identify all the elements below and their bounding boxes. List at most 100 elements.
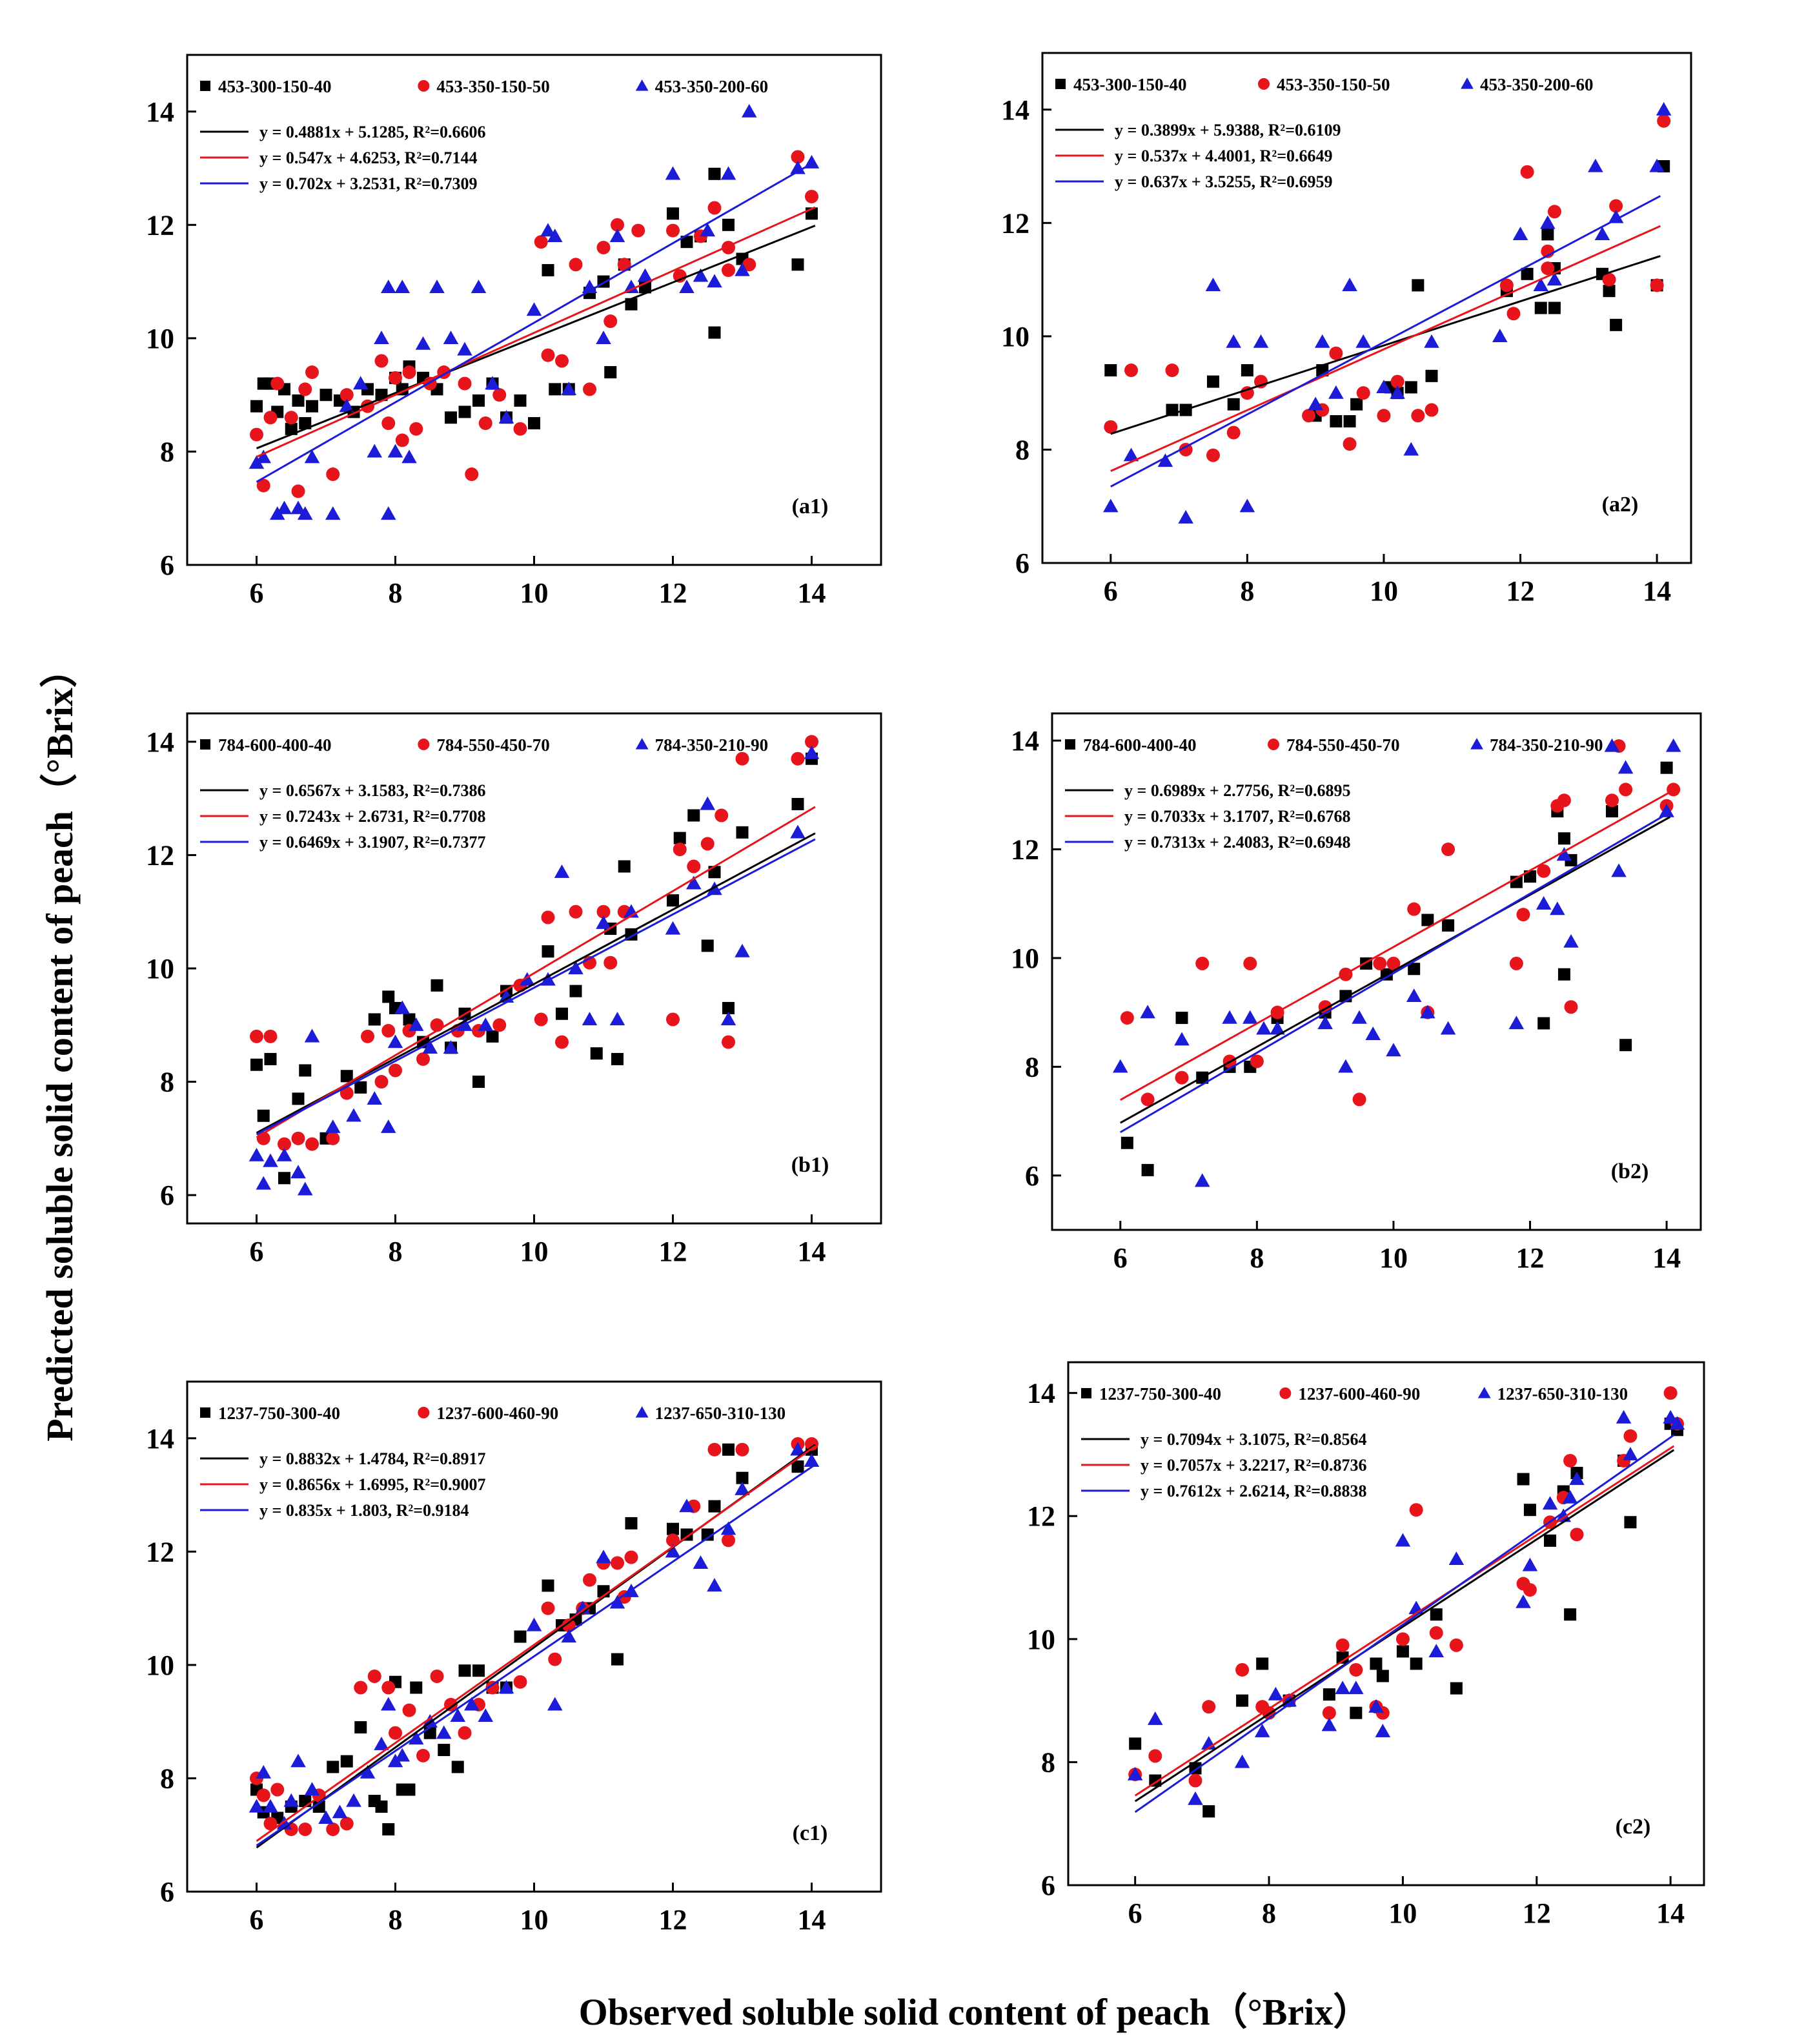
data-point-square-series-1 [722, 1001, 735, 1014]
data-point-square-series-1 [1557, 832, 1570, 845]
data-point-triangle-series-3 [450, 1708, 466, 1722]
data-point-triangle-series-3 [790, 160, 806, 174]
data-point-triangle-series-3 [1386, 1043, 1401, 1057]
data-point-triangle-series-3 [1608, 209, 1624, 223]
y-tick-label: 6 [160, 1180, 174, 1211]
data-point-triangle-series-3 [1348, 1681, 1364, 1695]
data-point-circle-series-2 [1202, 1700, 1216, 1714]
data-point-circle-series-2 [1499, 278, 1514, 292]
data-point-square-series-1 [1350, 398, 1363, 411]
y-tick-label: 12 [1011, 834, 1039, 866]
data-point-circle-series-2 [263, 1817, 278, 1831]
data-point-square-series-1 [1537, 1017, 1550, 1030]
data-point-square-series-1 [791, 1460, 804, 1473]
x-tick-label: 14 [1652, 1242, 1681, 1274]
fit-equation: y = 0.702x + 3.2531, R²=0.7309 [259, 174, 478, 193]
data-point-triangle-series-3 [735, 1481, 750, 1495]
data-point-circle-series-2 [707, 201, 722, 215]
data-point-circle-series-2 [1124, 363, 1139, 378]
x-tick-label: 14 [1656, 1897, 1685, 1929]
data-point-triangle-series-3 [790, 824, 806, 839]
fit-equation: y = 0.547x + 4.6253, R²=0.7144 [259, 148, 478, 167]
data-point-triangle-series-3 [609, 229, 625, 243]
data-point-circle-series-2 [791, 751, 805, 766]
data-point-square-series-1 [1548, 301, 1561, 314]
data-point-triangle-series-3 [526, 1617, 542, 1631]
x-tick-label: 6 [250, 577, 264, 609]
data-point-circle-series-2 [722, 1035, 735, 1049]
data-point-square-series-1 [319, 389, 332, 402]
legend-marker-circle [1279, 1387, 1292, 1399]
legend-marker-circle [418, 739, 430, 750]
fit-equation: y = 0.7313x + 2.4083, R²=0.6948 [1124, 833, 1351, 852]
data-point-circle-series-2 [402, 365, 416, 380]
data-point-square-series-1 [542, 945, 554, 958]
data-point-circle-series-2 [1523, 1583, 1537, 1597]
legend-marker-square [1055, 79, 1066, 89]
x-tick-label: 10 [1370, 575, 1398, 607]
data-point-circle-series-2 [298, 1822, 312, 1836]
data-point-triangle-series-3 [387, 1034, 403, 1048]
data-point-circle-series-2 [1302, 409, 1316, 423]
data-point-square-series-1 [1605, 805, 1618, 818]
x-tick-label: 8 [389, 1904, 403, 1936]
data-point-circle-series-2 [1619, 782, 1633, 797]
data-point-square-series-1 [701, 939, 714, 952]
plot-frame [1051, 712, 1702, 1231]
data-point-circle-series-2 [805, 189, 818, 203]
data-point-triangle-series-3 [1659, 803, 1674, 817]
data-point-triangle-series-3 [256, 1764, 272, 1779]
data-point-square-series-1 [542, 1579, 554, 1592]
data-point-triangle-series-3 [1616, 1409, 1632, 1424]
legend-marker-circle [418, 1407, 430, 1418]
data-point-triangle-series-3 [624, 280, 639, 294]
legend-marker-circle [1258, 78, 1270, 90]
data-point-circle-series-2 [603, 314, 618, 329]
legend-label: 784-550-450-70 [1286, 735, 1399, 755]
legend-label: 1237-600-460-90 [436, 1404, 558, 1423]
x-tick-label: 6 [1128, 1897, 1142, 1929]
data-point-triangle-series-3 [1550, 901, 1565, 915]
data-point-square-series-1 [791, 258, 804, 271]
data-point-triangle-series-3 [693, 1555, 709, 1569]
data-point-circle-series-2 [1429, 1626, 1443, 1640]
data-point-square-series-1 [1619, 1039, 1632, 1052]
data-point-triangle-series-3 [380, 1697, 396, 1711]
data-point-triangle-series-3 [526, 302, 542, 316]
data-point-circle-series-2 [534, 235, 548, 249]
data-point-circle-series-2 [541, 348, 555, 362]
data-point-triangle-series-3 [290, 500, 306, 515]
data-point-circle-series-2 [305, 1137, 319, 1151]
data-point-circle-series-2 [1407, 902, 1421, 916]
data-point-square-series-1 [1370, 1657, 1383, 1670]
data-point-circle-series-2 [326, 1131, 340, 1145]
data-point-square-series-1 [611, 1052, 624, 1065]
data-point-triangle-series-3 [1656, 101, 1672, 116]
data-point-circle-series-2 [603, 956, 618, 970]
y-tick-label: 8 [160, 1067, 174, 1098]
data-point-circle-series-2 [1449, 1638, 1463, 1652]
data-point-square-series-1 [1121, 1136, 1133, 1149]
data-point-square-series-1 [1450, 1682, 1463, 1695]
data-point-square-series-1 [451, 1761, 464, 1773]
data-point-circle-series-2 [1141, 1092, 1155, 1107]
data-point-circle-series-2 [416, 1748, 430, 1763]
legend-label: 784-350-210-90 [655, 735, 768, 755]
legend-label: 453-350-200-60 [1480, 75, 1593, 94]
fit-line-1 [1110, 255, 1661, 435]
chart-panel-5: 6 8 10 12 14 6 8 10 12 14 1237-750-300-40 1237-600-… [146, 1380, 882, 1936]
data-point-triangle-series-3 [1424, 334, 1439, 348]
data-point-circle-series-2 [1373, 956, 1387, 970]
data-point-circle-series-2 [263, 411, 278, 425]
data-point-triangle-series-3 [478, 1708, 494, 1722]
data-point-triangle-series-3 [256, 1176, 272, 1190]
data-point-triangle-series-3 [248, 1799, 265, 1813]
data-point-triangle-series-3 [1157, 453, 1173, 467]
data-point-triangle-series-3 [1403, 442, 1419, 456]
data-point-circle-series-2 [805, 735, 818, 749]
data-point-circle-series-2 [569, 258, 583, 272]
data-point-triangle-series-3 [471, 280, 487, 294]
data-point-square-series-1 [1521, 267, 1534, 280]
data-point-square-series-1 [382, 990, 395, 1003]
